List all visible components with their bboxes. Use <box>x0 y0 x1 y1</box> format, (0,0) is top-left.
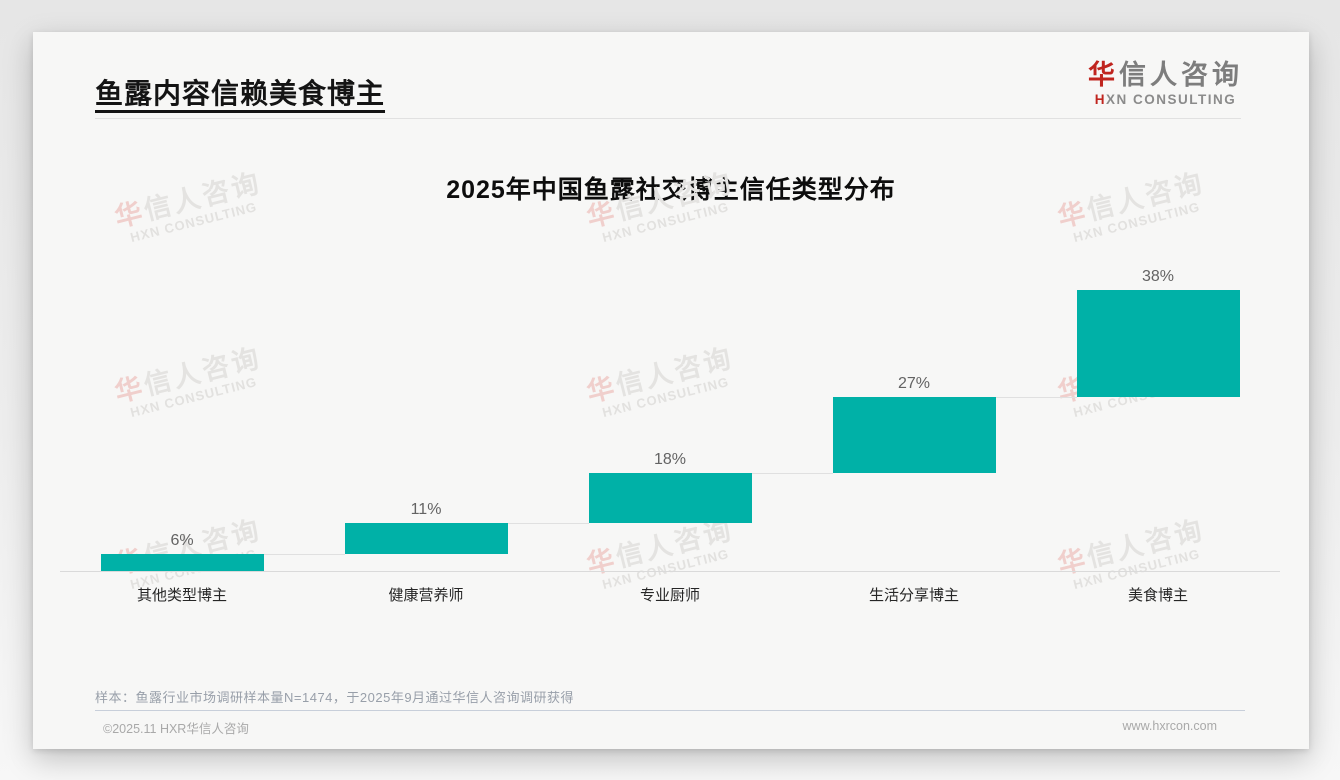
header-divider <box>95 118 1241 119</box>
logo-chinese-text: 华信人咨询 <box>1088 60 1243 90</box>
value-label: 6% <box>170 532 194 550</box>
footer-divider <box>95 710 1245 711</box>
bar-4 <box>832 396 996 473</box>
chart-title: 2025年中国鱼露社交博主信任类型分布 <box>446 176 896 204</box>
value-label: 27% <box>897 374 931 392</box>
category-label: 健康营养师 <box>388 587 464 604</box>
company-logo: 华信人咨询 HXN CONSULTING <box>1088 58 1243 108</box>
step-connector <box>995 396 1077 398</box>
sample-note: 样本：鱼露行业市场调研样本量N=1474，于2025年9月通过华信人咨询调研获得 <box>95 690 575 705</box>
copyright-text: ©2025.11 HXR华信人咨询 <box>103 722 249 736</box>
bar-3 <box>588 472 752 524</box>
value-label: 11% <box>410 501 442 519</box>
step-connector <box>263 554 345 556</box>
step-connector <box>507 523 589 525</box>
waterfall-bar-chart: 6% 其他类型博主 11% 健康营养师 18% 专业厨师 27% 生活分享博主 38% 美食博主 <box>33 32 1309 749</box>
category-label: 美食博主 <box>1127 587 1188 604</box>
value-label: 18% <box>653 450 687 468</box>
page-title: 鱼露内容信赖美食博主 <box>95 78 386 109</box>
bar-2 <box>344 523 508 555</box>
bar-1 <box>100 554 264 571</box>
report-card: 鱼露内容信赖美食博主 华信人咨询 HXN CONSULTING 2025年中国鱼… <box>33 32 1309 749</box>
value-label: 38% <box>1141 268 1175 285</box>
category-label: 生活分享博主 <box>868 587 959 604</box>
category-label: 其他类型博主 <box>136 587 227 604</box>
step-connector <box>751 472 833 474</box>
category-label: 专业厨师 <box>639 587 700 604</box>
logo-english-text: HXN CONSULTING <box>1094 92 1237 107</box>
website-text: www.hxrcon.com <box>1122 719 1217 733</box>
x-axis-line <box>60 571 1280 572</box>
bar-5 <box>1076 290 1240 397</box>
